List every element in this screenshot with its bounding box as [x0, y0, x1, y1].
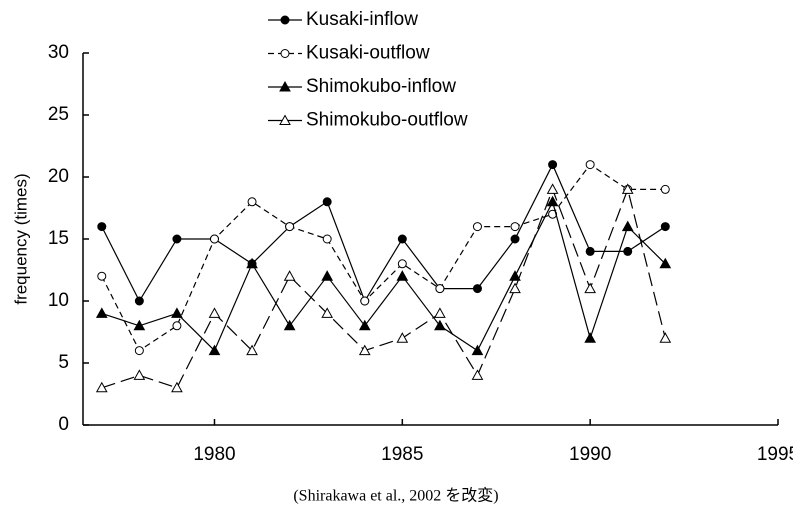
y-tick-label: 0 — [58, 414, 69, 435]
point-marker — [321, 270, 334, 281]
point-marker — [172, 321, 182, 331]
y-tick-label: 25 — [48, 104, 69, 125]
point-marker — [397, 259, 407, 269]
point-marker — [510, 234, 520, 244]
point-marker — [585, 160, 595, 170]
point-marker — [621, 220, 634, 232]
point-marker — [97, 222, 107, 232]
series-line — [101, 187, 666, 389]
point-marker — [133, 369, 146, 380]
legend-label: Kusaki-outflow — [306, 43, 430, 64]
point-marker — [208, 344, 221, 356]
point-marker — [471, 344, 484, 356]
legend-marker — [279, 80, 291, 92]
point-marker — [621, 183, 634, 194]
legend-label: Shimokubo-inflow — [306, 76, 456, 97]
point-marker — [396, 332, 409, 343]
point-marker — [435, 284, 445, 294]
point-marker — [585, 246, 595, 256]
x-tick-label: 1995 — [757, 444, 793, 465]
point-marker — [283, 270, 296, 281]
y-tick-label: 20 — [48, 166, 69, 187]
point-marker — [548, 160, 558, 170]
point-marker — [510, 222, 520, 232]
point-marker — [358, 319, 371, 331]
point-marker — [246, 257, 258, 269]
point-marker — [97, 271, 107, 281]
point-marker — [546, 195, 559, 207]
point-marker — [509, 282, 521, 294]
x-tick-label: 1990 — [569, 444, 611, 465]
point-marker — [584, 282, 597, 294]
point-marker — [472, 284, 482, 294]
point-marker — [584, 332, 597, 343]
point-marker — [95, 307, 108, 318]
point-marker — [659, 332, 672, 343]
point-marker — [134, 296, 144, 306]
y-tick-label: 15 — [48, 228, 69, 249]
point-marker — [397, 234, 407, 244]
point-marker — [360, 296, 370, 306]
point-marker — [358, 344, 371, 356]
legend-marker — [279, 114, 291, 125]
point-marker — [471, 369, 484, 380]
point-marker — [133, 319, 146, 331]
y-tick-label: 10 — [48, 290, 69, 311]
legend-marker — [280, 49, 290, 58]
point-marker — [509, 270, 521, 281]
point-marker — [171, 381, 183, 393]
legend-label: Shimokubo-outflow — [306, 110, 468, 131]
point-marker — [283, 319, 296, 331]
y-axis-label: frequency (times) — [11, 173, 30, 304]
x-tick-label: 1980 — [193, 444, 235, 465]
y-tick-label: 5 — [58, 352, 69, 373]
point-marker — [321, 307, 334, 318]
point-marker — [396, 270, 409, 281]
caption: (Shirakawa et al., 2002 を改変) — [293, 487, 498, 505]
series-line — [101, 163, 666, 303]
point-marker — [172, 234, 182, 244]
point-marker — [623, 246, 633, 256]
legend-marker — [280, 15, 290, 25]
x-tick-label: 1985 — [381, 444, 423, 465]
point-marker — [434, 319, 446, 331]
point-marker — [208, 307, 221, 318]
point-marker — [171, 307, 183, 318]
point-marker — [285, 222, 295, 232]
point-marker — [95, 381, 108, 393]
y-tick-label: 30 — [48, 42, 69, 63]
point-marker — [434, 307, 446, 318]
point-marker — [472, 222, 482, 232]
point-marker — [659, 257, 672, 269]
point-marker — [246, 344, 258, 356]
series-line — [101, 163, 666, 352]
point-marker — [660, 184, 670, 194]
legend-label: Kusaki-inflow — [306, 9, 418, 30]
point-marker — [247, 197, 257, 207]
point-marker — [209, 234, 219, 244]
point-marker — [322, 234, 332, 244]
point-marker — [134, 346, 144, 356]
series-line — [101, 200, 666, 352]
point-marker — [660, 222, 670, 232]
point-marker — [322, 197, 332, 207]
point-marker — [546, 183, 559, 194]
